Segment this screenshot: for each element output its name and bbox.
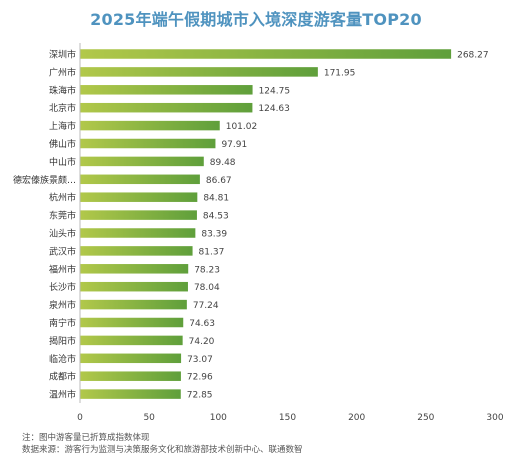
x-tick-label: 50 xyxy=(143,413,155,423)
bar xyxy=(80,371,181,381)
bar xyxy=(80,174,200,185)
category-label: 北京市 xyxy=(49,102,76,114)
category-label: 临沧市 xyxy=(49,353,76,365)
data-label: 89.48 xyxy=(210,158,236,168)
data-label: 78.23 xyxy=(194,265,220,275)
bar xyxy=(80,353,182,364)
data-label: 124.75 xyxy=(259,86,291,96)
category-label: 珠海市 xyxy=(49,84,76,96)
x-tick-label: 100 xyxy=(210,413,227,423)
data-label: 83.39 xyxy=(201,230,227,240)
data-label: 84.81 xyxy=(203,194,229,204)
data-label: 74.63 xyxy=(189,319,215,329)
x-tick-label: 200 xyxy=(348,413,365,423)
data-label: 73.07 xyxy=(187,355,213,365)
category-label: 成都市 xyxy=(49,371,76,383)
bar xyxy=(80,389,181,399)
x-tick-label: 250 xyxy=(417,413,434,423)
data-label: 268.27 xyxy=(457,51,489,61)
category-label: 福州市 xyxy=(49,263,76,275)
category-label: 武汉市 xyxy=(49,245,76,257)
category-label: 上海市 xyxy=(49,120,76,132)
category-label: 南宁市 xyxy=(49,317,76,329)
x-tick-label: 0 xyxy=(77,413,83,423)
x-tick-label: 150 xyxy=(279,413,296,423)
bar xyxy=(80,138,216,149)
data-label: 101.02 xyxy=(226,122,257,132)
chart-notes: 注：图中游客量已折算成指数体现 数据来源：游客行为监测与决策服务文化和旅游部技术… xyxy=(22,432,303,456)
category-label: 广州市 xyxy=(49,66,76,78)
bar xyxy=(80,317,184,328)
bar xyxy=(80,67,318,77)
bar xyxy=(80,299,187,310)
category-label: 汕头市 xyxy=(49,228,76,240)
category-label: 揭阳市 xyxy=(49,335,76,347)
data-label: 84.53 xyxy=(203,212,229,222)
x-tick-label: 300 xyxy=(486,413,503,423)
category-label: 杭州市 xyxy=(49,192,76,204)
bar xyxy=(80,210,197,220)
data-label: 77.24 xyxy=(193,301,219,311)
category-label: 长沙市 xyxy=(49,281,76,293)
data-label: 74.20 xyxy=(189,337,215,347)
category-label: 温州市 xyxy=(49,389,76,401)
bar xyxy=(80,156,204,167)
bar xyxy=(80,102,253,113)
bar xyxy=(80,281,188,292)
data-label: 72.96 xyxy=(187,373,213,383)
bar xyxy=(80,228,196,238)
data-label: 171.95 xyxy=(324,68,356,78)
data-source: 数据来源：游客行为监测与决策服务文化和旅游部技术创新中心、联通数智 xyxy=(22,445,303,455)
bar xyxy=(80,49,452,59)
data-label: 124.63 xyxy=(258,104,290,114)
data-label: 97.91 xyxy=(221,140,247,150)
bar xyxy=(80,85,253,95)
footnote: 注：图中游客量已折算成指数体现 xyxy=(22,433,150,443)
category-label: 泉州市 xyxy=(49,299,76,311)
category-label: 中山市 xyxy=(49,156,76,168)
data-label: 72.85 xyxy=(187,391,213,401)
bar xyxy=(80,246,193,256)
data-label: 81.37 xyxy=(199,247,225,257)
data-label: 86.67 xyxy=(206,176,232,186)
bar xyxy=(80,264,189,274)
chart-title: 2025年端午假期城市入境深度游客量TOP20 xyxy=(90,10,422,29)
bar xyxy=(80,335,183,346)
bar xyxy=(80,120,220,131)
bar xyxy=(80,192,198,202)
data-label: 78.04 xyxy=(194,283,220,293)
category-label: 东莞市 xyxy=(49,210,76,222)
category-label: 佛山市 xyxy=(49,138,76,150)
category-label: 深圳市 xyxy=(49,49,76,61)
category-label: 德宏傣族景颇… xyxy=(13,174,76,186)
